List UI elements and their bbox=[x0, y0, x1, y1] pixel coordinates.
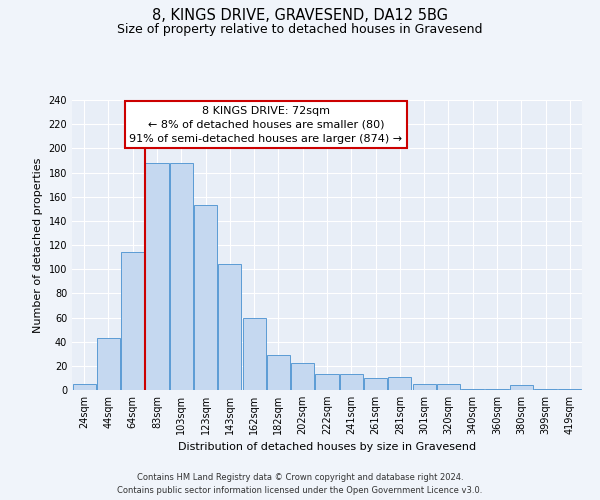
Text: 8, KINGS DRIVE, GRAVESEND, DA12 5BG: 8, KINGS DRIVE, GRAVESEND, DA12 5BG bbox=[152, 8, 448, 22]
Bar bbox=[316, 374, 338, 390]
Bar bbox=[267, 355, 290, 390]
Text: 8 KINGS DRIVE: 72sqm
← 8% of detached houses are smaller (80)
91% of semi-detach: 8 KINGS DRIVE: 72sqm ← 8% of detached ho… bbox=[129, 106, 403, 144]
Bar bbox=[461, 389, 484, 390]
Bar bbox=[291, 364, 314, 390]
Bar bbox=[194, 205, 217, 390]
Bar bbox=[413, 384, 436, 390]
Text: Contains public sector information licensed under the Open Government Licence v3: Contains public sector information licen… bbox=[118, 486, 482, 495]
Bar bbox=[170, 163, 193, 390]
Text: Distribution of detached houses by size in Gravesend: Distribution of detached houses by size … bbox=[178, 442, 476, 452]
Bar bbox=[534, 389, 557, 390]
Bar bbox=[242, 318, 266, 390]
Y-axis label: Number of detached properties: Number of detached properties bbox=[33, 158, 43, 332]
Bar bbox=[364, 378, 387, 390]
Bar bbox=[145, 163, 169, 390]
Bar bbox=[485, 389, 509, 390]
Bar bbox=[121, 252, 144, 390]
Bar bbox=[97, 338, 120, 390]
Bar bbox=[437, 384, 460, 390]
Bar bbox=[510, 385, 533, 390]
Bar bbox=[340, 374, 363, 390]
Bar bbox=[218, 264, 241, 390]
Text: Contains HM Land Registry data © Crown copyright and database right 2024.: Contains HM Land Registry data © Crown c… bbox=[137, 472, 463, 482]
Bar bbox=[388, 376, 412, 390]
Text: Size of property relative to detached houses in Gravesend: Size of property relative to detached ho… bbox=[117, 22, 483, 36]
Bar bbox=[73, 384, 95, 390]
Bar bbox=[559, 389, 581, 390]
